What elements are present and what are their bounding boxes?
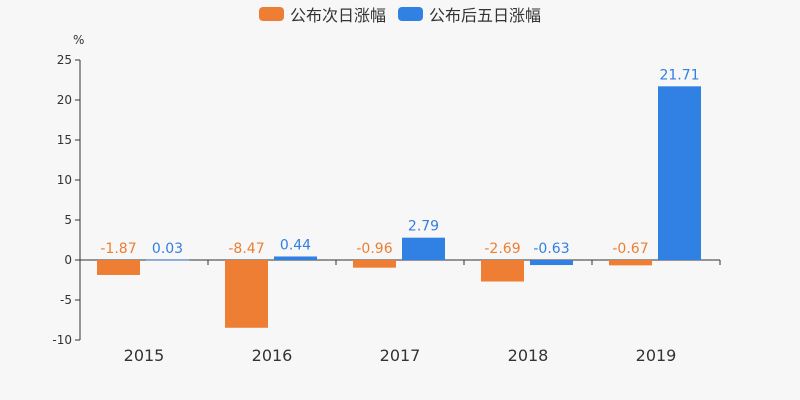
- bars: [97, 86, 701, 328]
- bar-series-1: [609, 260, 652, 266]
- data-label-series-2: 0.03: [152, 241, 183, 257]
- y-tick-label: -10: [52, 333, 72, 347]
- data-label-series-2: 0.44: [280, 237, 311, 253]
- legend-swatch-series-2: [398, 7, 423, 21]
- bar-series-2: [658, 86, 701, 260]
- x-category-label: 2019: [636, 346, 677, 365]
- data-label-series-2: 21.71: [659, 67, 699, 83]
- y-tick-label: 5: [64, 213, 72, 227]
- x-category-label: 2017: [380, 346, 421, 365]
- x-category-label: 2018: [508, 346, 549, 365]
- bar-series-1: [97, 260, 140, 275]
- x-category-label: 2015: [124, 346, 165, 365]
- x-category-label: 2016: [252, 346, 293, 365]
- y-tick-label: 20: [57, 93, 72, 107]
- bar-series-1: [225, 260, 268, 328]
- legend-label-series-2: 公布后五日涨幅: [429, 6, 542, 25]
- data-label-series-1: -0.96: [356, 241, 392, 257]
- y-tick-label: 25: [57, 53, 72, 67]
- data-labels: -1.87 -8.47 -0.96 -2.69 -0.67 0.03 0.44 2.79 -0.…: [100, 67, 699, 257]
- y-tick-label: 0: [64, 253, 72, 267]
- bar-series-1: [481, 260, 524, 282]
- data-label-series-2: 2.79: [408, 219, 439, 235]
- y-axis-unit-label: %: [73, 33, 84, 47]
- legend-swatch-series-1: [258, 7, 284, 21]
- data-label-series-1: -1.87: [100, 241, 136, 257]
- y-tick-label: 15: [57, 133, 72, 147]
- bar-series-2: [530, 260, 573, 266]
- bar-series-2: [274, 256, 317, 260]
- y-tick-label: 10: [57, 173, 72, 187]
- bar-series-1: [353, 260, 396, 268]
- bar-series-2: [146, 259, 189, 261]
- data-label-series-1: -8.47: [228, 241, 264, 257]
- axes: -10 -5 0 5 10 15 20 25 2015 2016 2017 2018 2019: [52, 53, 721, 365]
- data-label-series-1: -2.69: [484, 241, 520, 257]
- legend-item-series-2[interactable]: 公布后五日涨幅: [398, 2, 541, 26]
- legend-item-series-1[interactable]: 公布次日涨幅: [258, 2, 386, 26]
- data-label-series-1: -0.67: [612, 241, 648, 257]
- legend: 公布次日涨幅 公布后五日涨幅: [0, 2, 800, 26]
- data-label-series-2: -0.63: [533, 241, 569, 257]
- bar-series-2: [402, 237, 445, 260]
- y-tick-label: -5: [60, 293, 72, 307]
- legend-label-series-1: 公布次日涨幅: [289, 6, 386, 25]
